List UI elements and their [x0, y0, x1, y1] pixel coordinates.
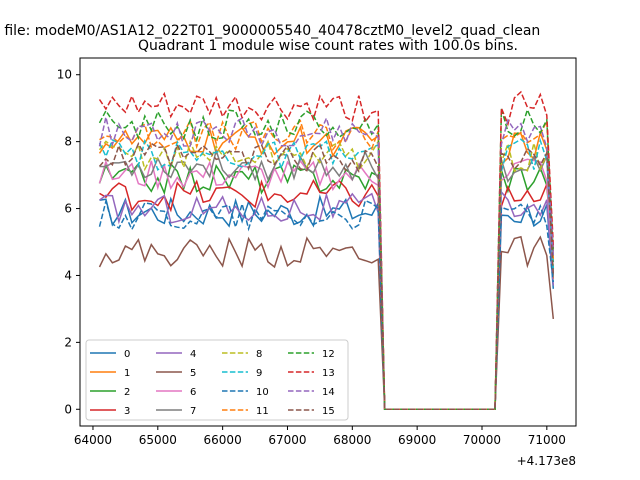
legend-label: 9: [256, 368, 262, 379]
legend-label: 15: [322, 406, 335, 417]
x-offset-label: +4.173e8: [517, 454, 576, 468]
y-tick-label: 8: [64, 135, 72, 149]
legend-label: 13: [322, 368, 335, 379]
x-tick-label: 64000: [74, 433, 112, 447]
legend-label: 14: [322, 387, 335, 398]
legend-label: 8: [256, 349, 262, 360]
series-line-13: [98, 90, 555, 411]
series-line-12: [98, 107, 555, 411]
y-tick-label: 2: [64, 335, 72, 349]
legend-label: 2: [124, 387, 130, 398]
x-tick-label: 66000: [204, 433, 242, 447]
legend-label: 6: [190, 387, 196, 398]
y-tick-label: 10: [57, 68, 72, 82]
plot-area-frame: [79, 57, 577, 427]
x-tick-label: 68000: [333, 433, 371, 447]
figure-suptitle: n file: modeM0/AS1A12_022T01_9000005540_…: [0, 23, 540, 39]
x-tick-label: 67000: [268, 433, 306, 447]
legend-label: 11: [256, 406, 269, 417]
legend-label: 0: [124, 349, 130, 360]
y-tick-label: 6: [64, 202, 72, 216]
x-tick-label: 69000: [398, 433, 436, 447]
legend-label: 3: [124, 406, 130, 417]
y-tick-label: 0: [64, 402, 72, 416]
y-tick-label: 4: [64, 268, 72, 282]
legend-label: 12: [322, 349, 335, 360]
x-tick-label: 71000: [528, 433, 566, 447]
legend-box: [85, 339, 349, 421]
x-tick-label: 65000: [139, 433, 177, 447]
legend-label: 7: [190, 406, 196, 417]
series-line-9: [98, 137, 555, 411]
legend-label: 5: [190, 368, 196, 379]
series-line-15: [98, 142, 555, 411]
legend-label: 10: [256, 387, 269, 398]
data-layer: [98, 90, 555, 411]
tick-layer: 64000 65000 66000 67000 68000 69000 70000 71000…: [57, 68, 566, 447]
legend-label: 4: [190, 349, 196, 360]
legend-label: 1: [124, 368, 130, 379]
chart-title: Quadrant 1 module wise count rates with …: [138, 38, 518, 54]
x-tick-label: 70000: [463, 433, 501, 447]
